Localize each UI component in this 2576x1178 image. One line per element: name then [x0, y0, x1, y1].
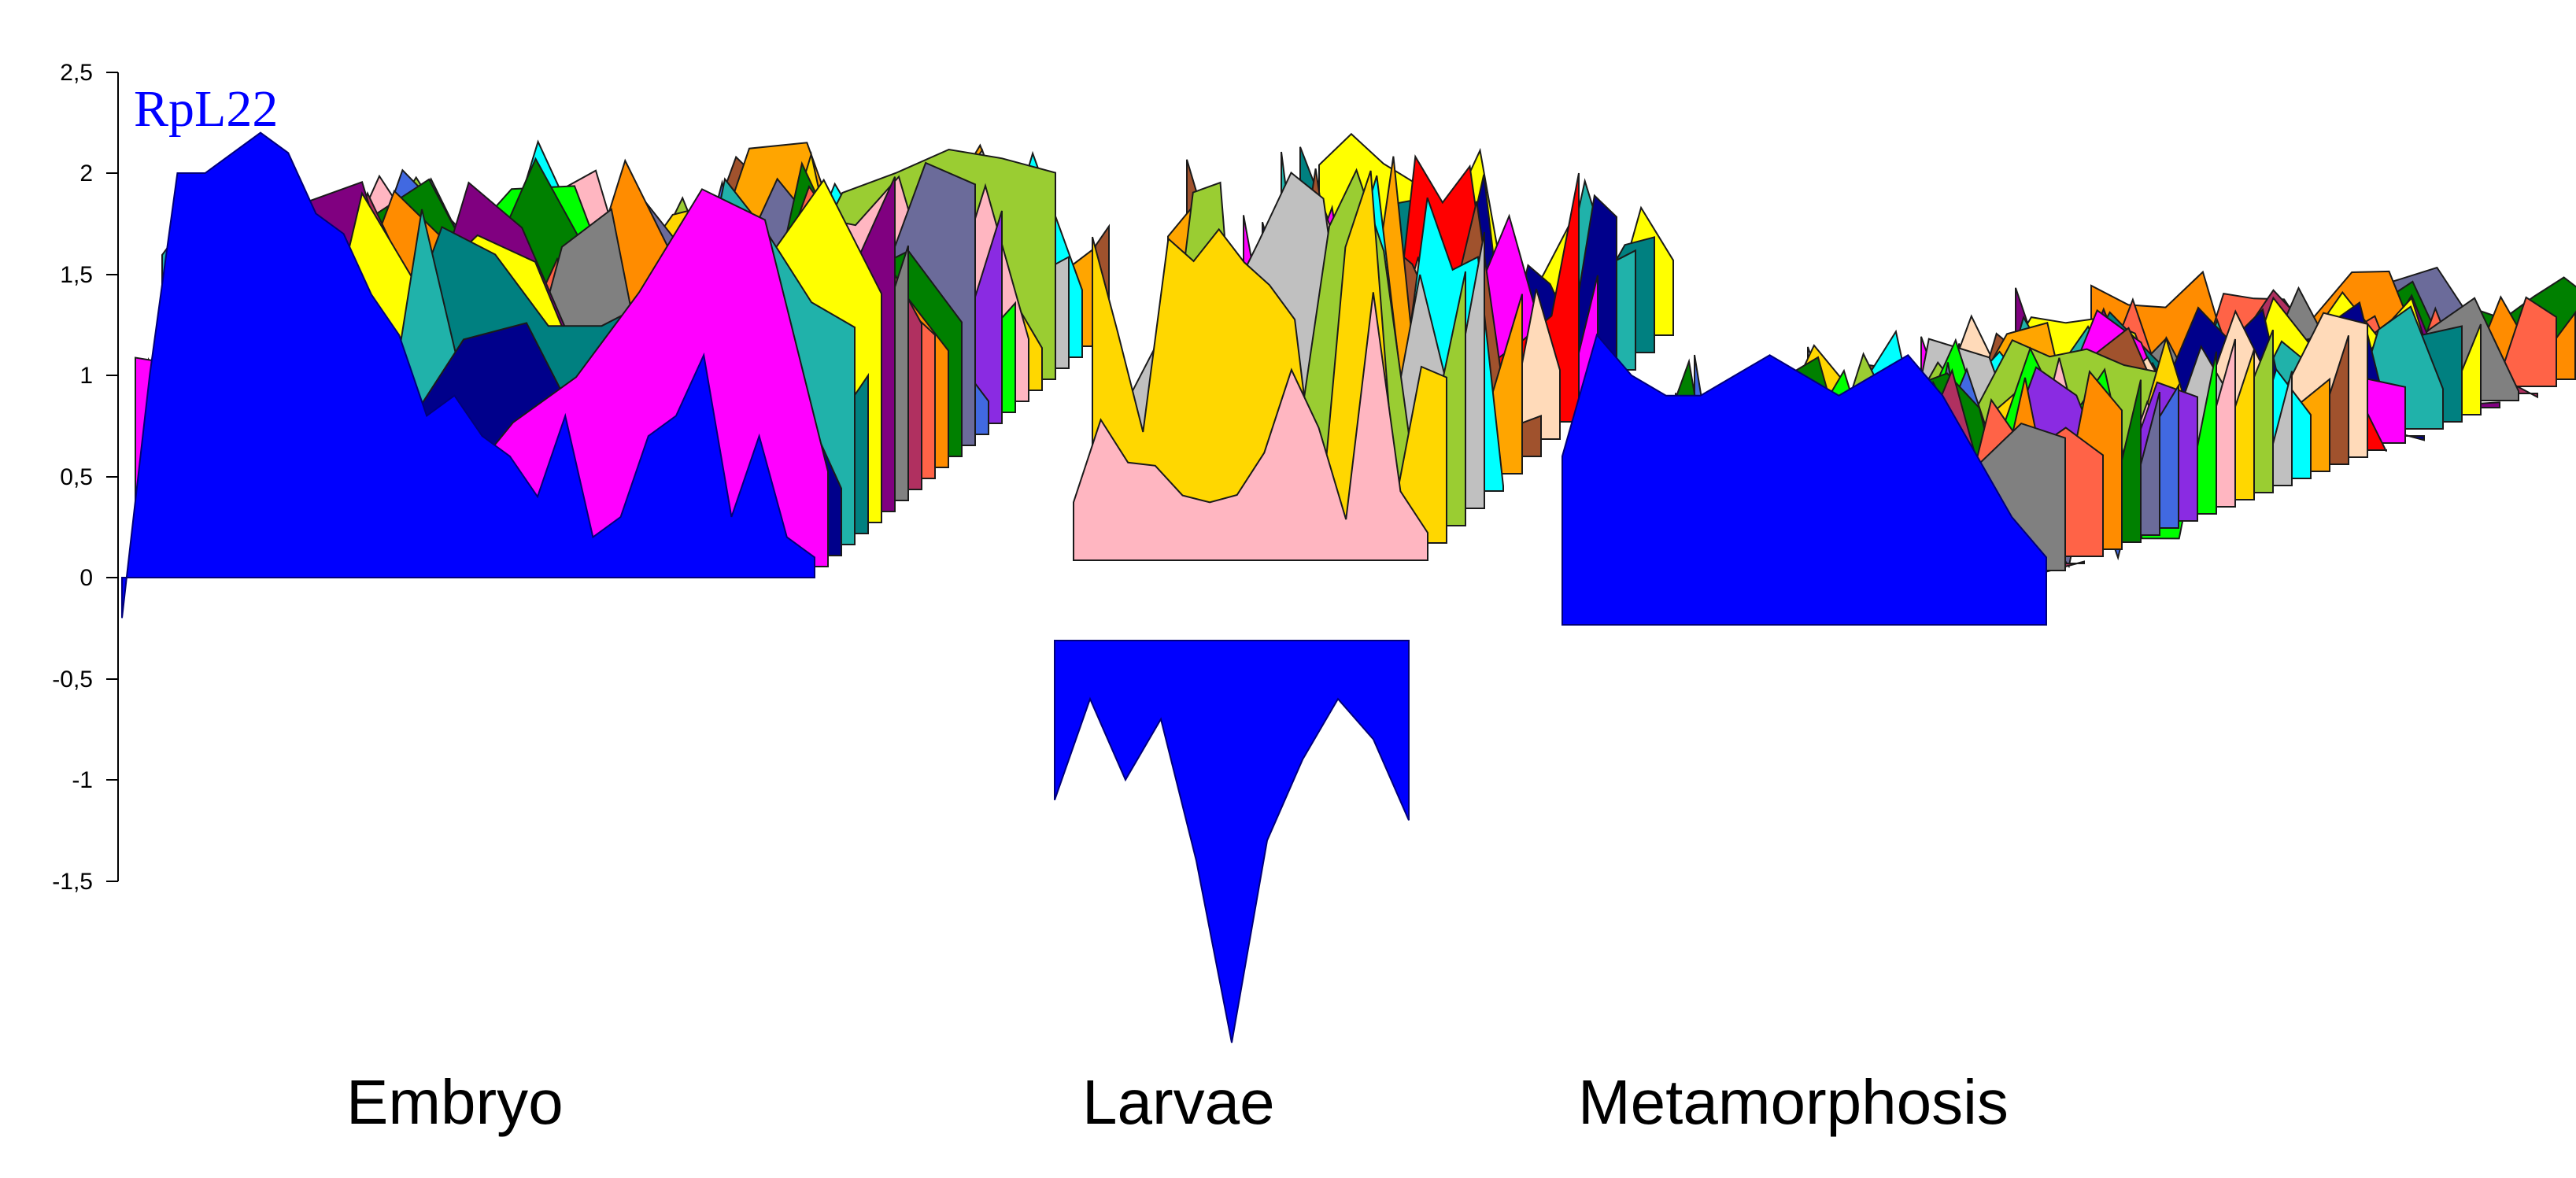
y-tick-label: 2,5 [60, 60, 93, 86]
gene-label: RpL22 [134, 80, 278, 138]
y-tick-label: 0,5 [60, 464, 93, 490]
y-tick-label: 2 [79, 161, 93, 186]
stage-label-larvae: Larvae [1082, 1067, 1275, 1137]
highlight-series-metamorphosis [1561, 333, 2047, 626]
stage-label-metamorphosis: Metamorphosis [1578, 1067, 2009, 1137]
y-tick-label: -1,5 [52, 869, 93, 895]
background-series-ribbon-larvae [1073, 292, 1428, 561]
y-axis: 2,5 2 1,5 1 0,5 0 -0,5 -1 -1,5 [52, 60, 119, 895]
y-tick-label: 0 [79, 565, 93, 591]
y-tick-label: 1,5 [60, 262, 93, 288]
stage-label-embryo: Embryo [346, 1067, 564, 1137]
highlight-series-layer [121, 131, 2047, 1043]
highlight-series-larvae [1054, 640, 1410, 1043]
y-tick-label: -0,5 [52, 667, 93, 692]
y-tick-label: -1 [72, 767, 93, 793]
y-tick-label: 1 [79, 363, 93, 389]
highlight-series-embryo [121, 131, 815, 619]
